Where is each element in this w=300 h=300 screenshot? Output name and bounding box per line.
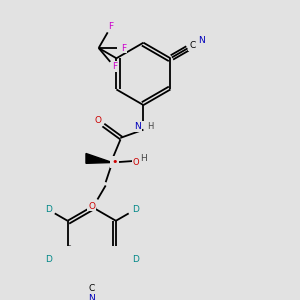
Text: F: F	[121, 44, 126, 52]
Text: D: D	[45, 255, 52, 264]
Text: D: D	[132, 255, 139, 264]
Text: N: N	[198, 36, 204, 45]
Text: D: D	[132, 205, 139, 214]
Text: H: H	[140, 154, 147, 163]
Text: C: C	[88, 284, 95, 293]
Text: N: N	[134, 122, 141, 131]
Text: •: •	[112, 157, 118, 167]
Text: O: O	[88, 202, 95, 211]
Text: N: N	[88, 294, 95, 300]
Text: O: O	[95, 116, 102, 125]
Text: C: C	[189, 41, 196, 50]
Text: H: H	[147, 122, 153, 131]
Text: D: D	[45, 205, 52, 214]
Text: O: O	[133, 158, 140, 167]
Text: F: F	[112, 62, 117, 71]
Text: F: F	[108, 22, 113, 31]
Polygon shape	[86, 154, 112, 163]
